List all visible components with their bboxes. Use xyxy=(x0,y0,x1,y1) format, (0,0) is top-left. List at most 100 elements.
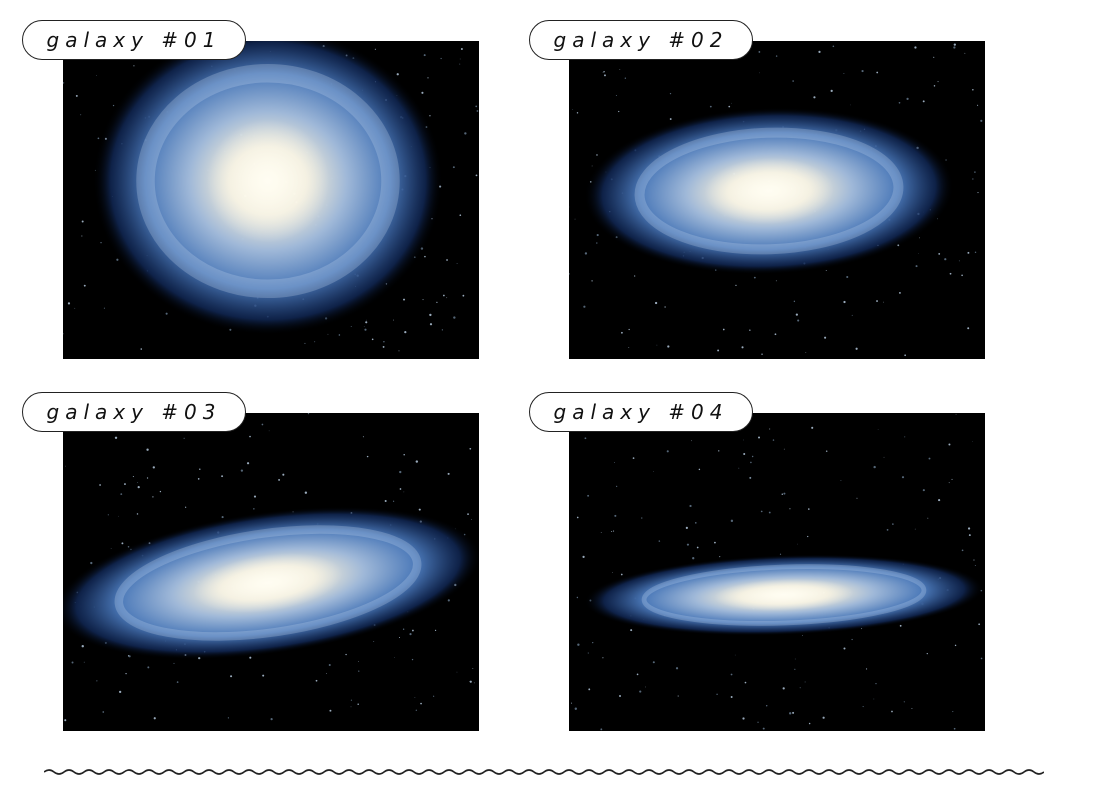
star xyxy=(100,242,102,244)
star xyxy=(132,475,134,478)
star xyxy=(475,105,478,108)
star xyxy=(967,251,970,254)
star xyxy=(632,457,635,460)
wavy-divider xyxy=(44,769,1044,775)
star xyxy=(604,74,606,77)
star xyxy=(374,48,376,50)
star xyxy=(147,666,150,669)
star xyxy=(658,540,661,542)
star xyxy=(899,291,901,294)
star xyxy=(618,110,620,113)
star xyxy=(307,413,310,415)
star xyxy=(262,674,265,677)
star xyxy=(459,58,461,60)
star xyxy=(675,667,679,670)
star xyxy=(614,514,617,517)
star xyxy=(865,668,868,670)
star xyxy=(616,485,618,487)
star xyxy=(183,437,185,439)
star xyxy=(718,450,720,452)
star xyxy=(268,430,270,432)
star xyxy=(938,498,941,502)
star xyxy=(904,436,906,438)
star xyxy=(792,711,795,714)
star xyxy=(403,298,406,301)
star xyxy=(429,115,431,117)
star xyxy=(636,673,639,676)
galaxy-label: galaxy #01 xyxy=(22,20,246,60)
star xyxy=(641,517,643,519)
star xyxy=(876,300,878,302)
star xyxy=(394,657,395,658)
star xyxy=(65,465,66,467)
star xyxy=(418,508,421,511)
star xyxy=(944,258,947,261)
star xyxy=(846,275,849,279)
star xyxy=(951,478,953,480)
star xyxy=(730,695,733,698)
star xyxy=(434,629,437,632)
star xyxy=(249,435,251,438)
star xyxy=(467,513,469,515)
star xyxy=(813,96,816,99)
star xyxy=(792,80,794,82)
star xyxy=(137,482,139,483)
star xyxy=(759,72,760,74)
star xyxy=(358,670,360,672)
star xyxy=(691,440,693,442)
star xyxy=(176,681,179,683)
star xyxy=(716,693,718,696)
star xyxy=(574,707,578,710)
star xyxy=(664,306,666,308)
star xyxy=(328,664,331,667)
star xyxy=(808,722,811,725)
star xyxy=(973,559,975,561)
star xyxy=(102,711,105,713)
star xyxy=(373,641,375,642)
star xyxy=(805,352,807,353)
star xyxy=(906,97,909,100)
star xyxy=(447,599,450,602)
star xyxy=(861,69,864,73)
star xyxy=(603,71,605,73)
star xyxy=(782,687,785,690)
star xyxy=(781,493,783,495)
star xyxy=(954,644,957,647)
star xyxy=(473,682,475,684)
star xyxy=(620,573,623,576)
galaxy-image xyxy=(63,41,479,359)
star xyxy=(630,629,633,632)
star xyxy=(596,233,599,237)
star xyxy=(802,635,803,637)
star xyxy=(459,214,462,217)
star xyxy=(600,728,603,731)
star xyxy=(96,75,97,76)
star xyxy=(840,479,842,481)
star xyxy=(314,341,316,343)
star xyxy=(692,557,695,560)
star xyxy=(459,63,461,65)
star xyxy=(612,572,613,573)
star xyxy=(221,516,224,519)
star xyxy=(152,466,155,469)
star xyxy=(955,413,957,415)
star xyxy=(760,510,763,513)
star xyxy=(751,455,754,458)
star xyxy=(403,491,405,493)
star xyxy=(977,192,979,194)
star xyxy=(470,519,472,520)
star xyxy=(961,549,964,552)
star xyxy=(677,695,679,697)
star xyxy=(779,553,782,555)
star xyxy=(873,465,876,469)
star xyxy=(588,688,591,691)
star xyxy=(114,436,118,439)
star xyxy=(392,500,395,502)
star xyxy=(246,462,250,465)
spiral-arm xyxy=(114,525,422,641)
star xyxy=(922,100,925,103)
star xyxy=(722,328,725,331)
star xyxy=(822,716,825,719)
star xyxy=(404,330,407,334)
star xyxy=(440,57,442,60)
